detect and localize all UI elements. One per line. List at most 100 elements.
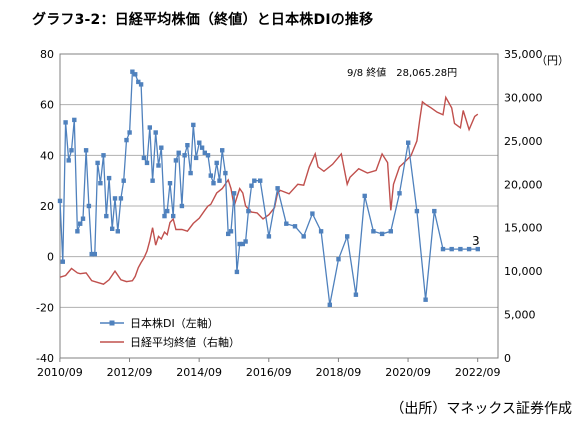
di-point [167, 181, 173, 186]
di-point [423, 297, 428, 302]
di-point [159, 145, 164, 150]
di-point [138, 82, 144, 87]
di-point [60, 259, 65, 264]
y-left-tick-label: 80 [40, 48, 54, 61]
di-point [310, 211, 315, 216]
di-point [162, 213, 167, 219]
di-point [104, 213, 109, 219]
di-point [136, 79, 141, 85]
y-right-tick-label: 20,000 [504, 178, 543, 191]
di-point [57, 198, 63, 204]
di-point [193, 155, 199, 161]
di-point [217, 178, 222, 183]
di-point [466, 246, 472, 252]
di-point [246, 208, 251, 214]
di-point [353, 292, 359, 297]
di-point [199, 145, 205, 150]
di-point [147, 125, 152, 130]
legend: 日本株DI（左軸） 日経平均終値（右軸） [100, 316, 240, 349]
y-right-ticks: 0 5,000 10,000 15,000 20,000 25,000 30,000 35,0… [504, 48, 543, 365]
di-point [440, 246, 446, 252]
di-point [211, 181, 216, 186]
legend-label-nikkei: 日経平均終値（右軸） [130, 335, 240, 349]
di-point [202, 150, 207, 155]
di-point [173, 158, 179, 163]
di-point [371, 229, 376, 234]
di-point [336, 257, 341, 262]
di-point [327, 302, 332, 307]
di-point [63, 120, 68, 125]
di-point [284, 221, 289, 226]
legend-label-di: 日本株DI（左軸） [130, 316, 219, 330]
di-point [75, 229, 80, 234]
di-point [86, 203, 92, 209]
di-point [234, 269, 240, 275]
di-point [78, 221, 83, 226]
di-point [171, 213, 176, 219]
di-point [182, 153, 187, 158]
di-point [69, 148, 74, 153]
series-di-line [57, 69, 480, 307]
di-point [112, 196, 118, 201]
di-point [226, 231, 231, 237]
di-point [133, 72, 138, 77]
di-point [223, 170, 228, 176]
di-point [101, 153, 106, 158]
di-point [72, 117, 77, 123]
di-point [80, 216, 86, 221]
di-point [275, 186, 280, 191]
di-point [301, 234, 306, 239]
di-point [141, 155, 147, 161]
di-point [106, 175, 112, 181]
di-point [266, 234, 272, 239]
di-point [66, 158, 71, 163]
di-point [362, 193, 367, 199]
di-point [130, 69, 135, 74]
di-point [176, 150, 181, 155]
di-point [205, 153, 211, 158]
source-note: （出所）マネックス証券作成 [390, 401, 572, 417]
di-point [231, 191, 237, 196]
di-point [150, 178, 155, 183]
chart-title: グラフ3-2：日経平均株価（終値）と日本株DIの推移 [32, 12, 374, 28]
di-point [228, 229, 234, 234]
di-point [185, 143, 190, 148]
di-point [98, 181, 103, 186]
x-tick-label: 2014/09 [176, 366, 222, 379]
y-left-tick-label: 40 [40, 149, 54, 162]
y-left-tick-label: 0 [47, 251, 54, 264]
di-point [89, 251, 94, 257]
di-point [115, 229, 120, 234]
y-right-tick-label: 15,000 [504, 222, 543, 235]
di-point [318, 229, 324, 234]
di-point [243, 239, 248, 244]
y-right-tick-label: 30,000 [504, 91, 543, 104]
di-point [414, 208, 420, 214]
y-right-tick-label: 5,000 [504, 309, 536, 322]
di-point [237, 241, 242, 247]
di-point [406, 140, 411, 145]
di-point [188, 170, 193, 176]
di-point [258, 178, 263, 183]
y-right-tick-label: 35,000 [504, 48, 543, 61]
di-point [92, 251, 97, 257]
di-point [197, 140, 202, 145]
di-point [124, 137, 129, 143]
y-right-tick-label: 0 [504, 352, 511, 365]
y-left-tick-label: 60 [40, 99, 54, 112]
y-right-unit: （円） [536, 54, 569, 67]
x-tick-label: 2010/09 [37, 366, 83, 379]
y-left-tick-label: -20 [36, 301, 54, 314]
di-point [458, 246, 463, 252]
x-tick-label: 2016/09 [246, 366, 292, 379]
di-point [252, 178, 257, 183]
x-tick-label: 2022/09 [455, 366, 501, 379]
di-point [292, 224, 298, 229]
di-point [208, 173, 213, 178]
di-point [449, 246, 454, 252]
di-point [214, 160, 219, 166]
close-annotation: 9/8 終値 28,065.28円 [347, 66, 457, 79]
di-point [249, 183, 254, 188]
di-point [118, 196, 124, 201]
